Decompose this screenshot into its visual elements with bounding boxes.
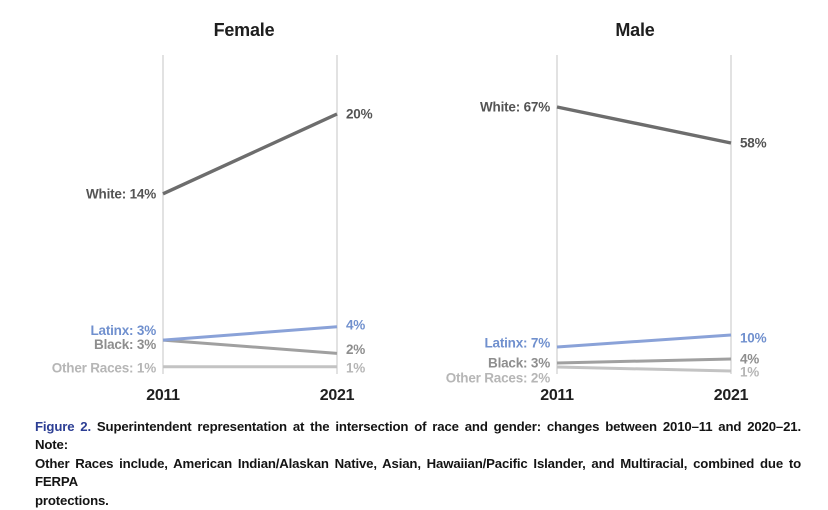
series-line-white: [556, 105, 732, 145]
series-line-latinx: [556, 333, 732, 349]
series-line-other-races: [556, 365, 732, 373]
panel-title-male: Male: [615, 20, 655, 40]
series-end-label-white: 58%: [740, 136, 767, 151]
caption-text-1: Superintendent representation at the int…: [35, 419, 801, 453]
series-start-label-latinx: Latinx: 7%: [484, 336, 550, 351]
series-end-label-other-races: 1%: [740, 365, 759, 380]
series-end-label-white: 20%: [346, 107, 373, 122]
series-end-label-black: 2%: [346, 342, 365, 357]
series-end-label-other-races: 1%: [346, 360, 365, 375]
x-axis-tick-label: 2011: [540, 387, 574, 404]
series-end-label-latinx: 4%: [346, 318, 365, 333]
series-line-black: [556, 357, 732, 365]
x-axis-tick-label: 2021: [714, 387, 749, 404]
figure-2-slopegraph: Female Male 2011 2021 White: 14% 20% Latinx:…: [35, 20, 802, 508]
series-start-label-black: Black: 3%: [488, 356, 550, 371]
panel-title-female: Female: [213, 20, 275, 40]
caption-line-3: protections.: [35, 492, 109, 508]
x-axis-tick-label: 2011: [146, 387, 180, 404]
slope-chart-canvas: 2011 2021 White: 14% 20% Latinx: 3% 4% Black: …: [52, 55, 767, 404]
caption-line-1: Figure 2. Superintendent representation …: [35, 418, 801, 455]
series-end-label-latinx: 10%: [740, 331, 767, 346]
caption-line-2: Other Races include, American Indian/Ala…: [35, 455, 801, 490]
series-start-label-other-races: Other Races: 2%: [446, 371, 550, 386]
figure-caption: Figure 2. Superintendent representation …: [35, 418, 801, 510]
series-line-latinx: [162, 325, 338, 342]
series-start-label-black: Black: 3%: [94, 337, 156, 352]
series-start-label-latinx: Latinx: 3%: [90, 323, 156, 338]
series-start-label-other-races: Other Races: 1%: [52, 360, 156, 375]
series-end-label-black: 4%: [740, 352, 759, 367]
figure-number-label: Figure 2.: [35, 419, 91, 434]
x-axis-tick-label: 2021: [320, 387, 355, 404]
series-start-label-white: White: 14%: [86, 187, 156, 202]
series-line-white: [162, 112, 338, 196]
series-line-black: [162, 338, 338, 355]
series-start-label-white: White: 67%: [480, 100, 550, 115]
